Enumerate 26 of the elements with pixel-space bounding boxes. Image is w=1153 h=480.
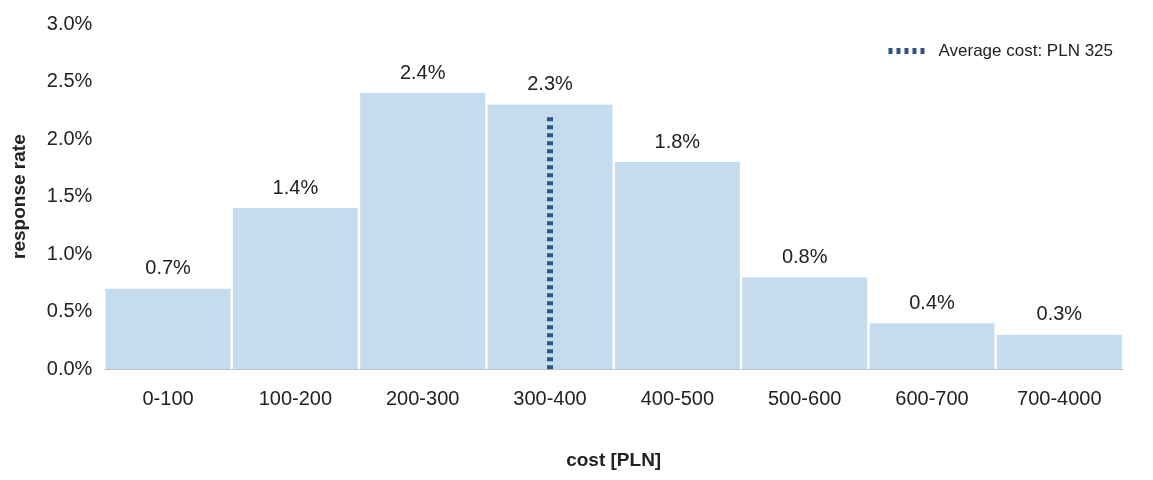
y-tick-label: 0.0% (46, 356, 93, 379)
y-tick-label: 0.5% (46, 299, 93, 322)
data-label: 0.7% (145, 256, 192, 279)
y-tick-label: 1.5% (46, 184, 93, 207)
data-label: 0.4% (909, 290, 956, 313)
data-label: 0.3% (1036, 302, 1083, 325)
legend-label: Average cost: PLN 325 (938, 40, 1113, 60)
data-label: 2.4% (399, 60, 446, 83)
x-tick-label: 200-300 (386, 386, 460, 409)
y-tick-label: 2.5% (46, 69, 93, 92)
data-label: 0.8% (781, 244, 828, 267)
x-tick-label: 400-500 (640, 386, 715, 409)
x-tick-label: 300-400 (513, 386, 587, 409)
y-axis-title: response rate (7, 134, 29, 259)
y-tick-label: 1.0% (46, 241, 93, 264)
data-label: 1.8% (654, 129, 701, 152)
x-tick-label: 0-100 (142, 386, 194, 409)
x-axis-title: cost [PLN] (566, 448, 662, 470)
x-tick-label: 700-4000 (1017, 386, 1102, 409)
x-tick-label: 500-600 (767, 386, 842, 409)
y-tick-label: 3.0% (46, 11, 93, 34)
x-tick-label: 600-700 (895, 386, 969, 409)
y-tick-label: 2.0% (46, 126, 93, 149)
data-label: 2.3% (527, 72, 574, 95)
data-label: 1.4% (272, 175, 319, 198)
x-tick-label: 100-200 (258, 386, 333, 409)
